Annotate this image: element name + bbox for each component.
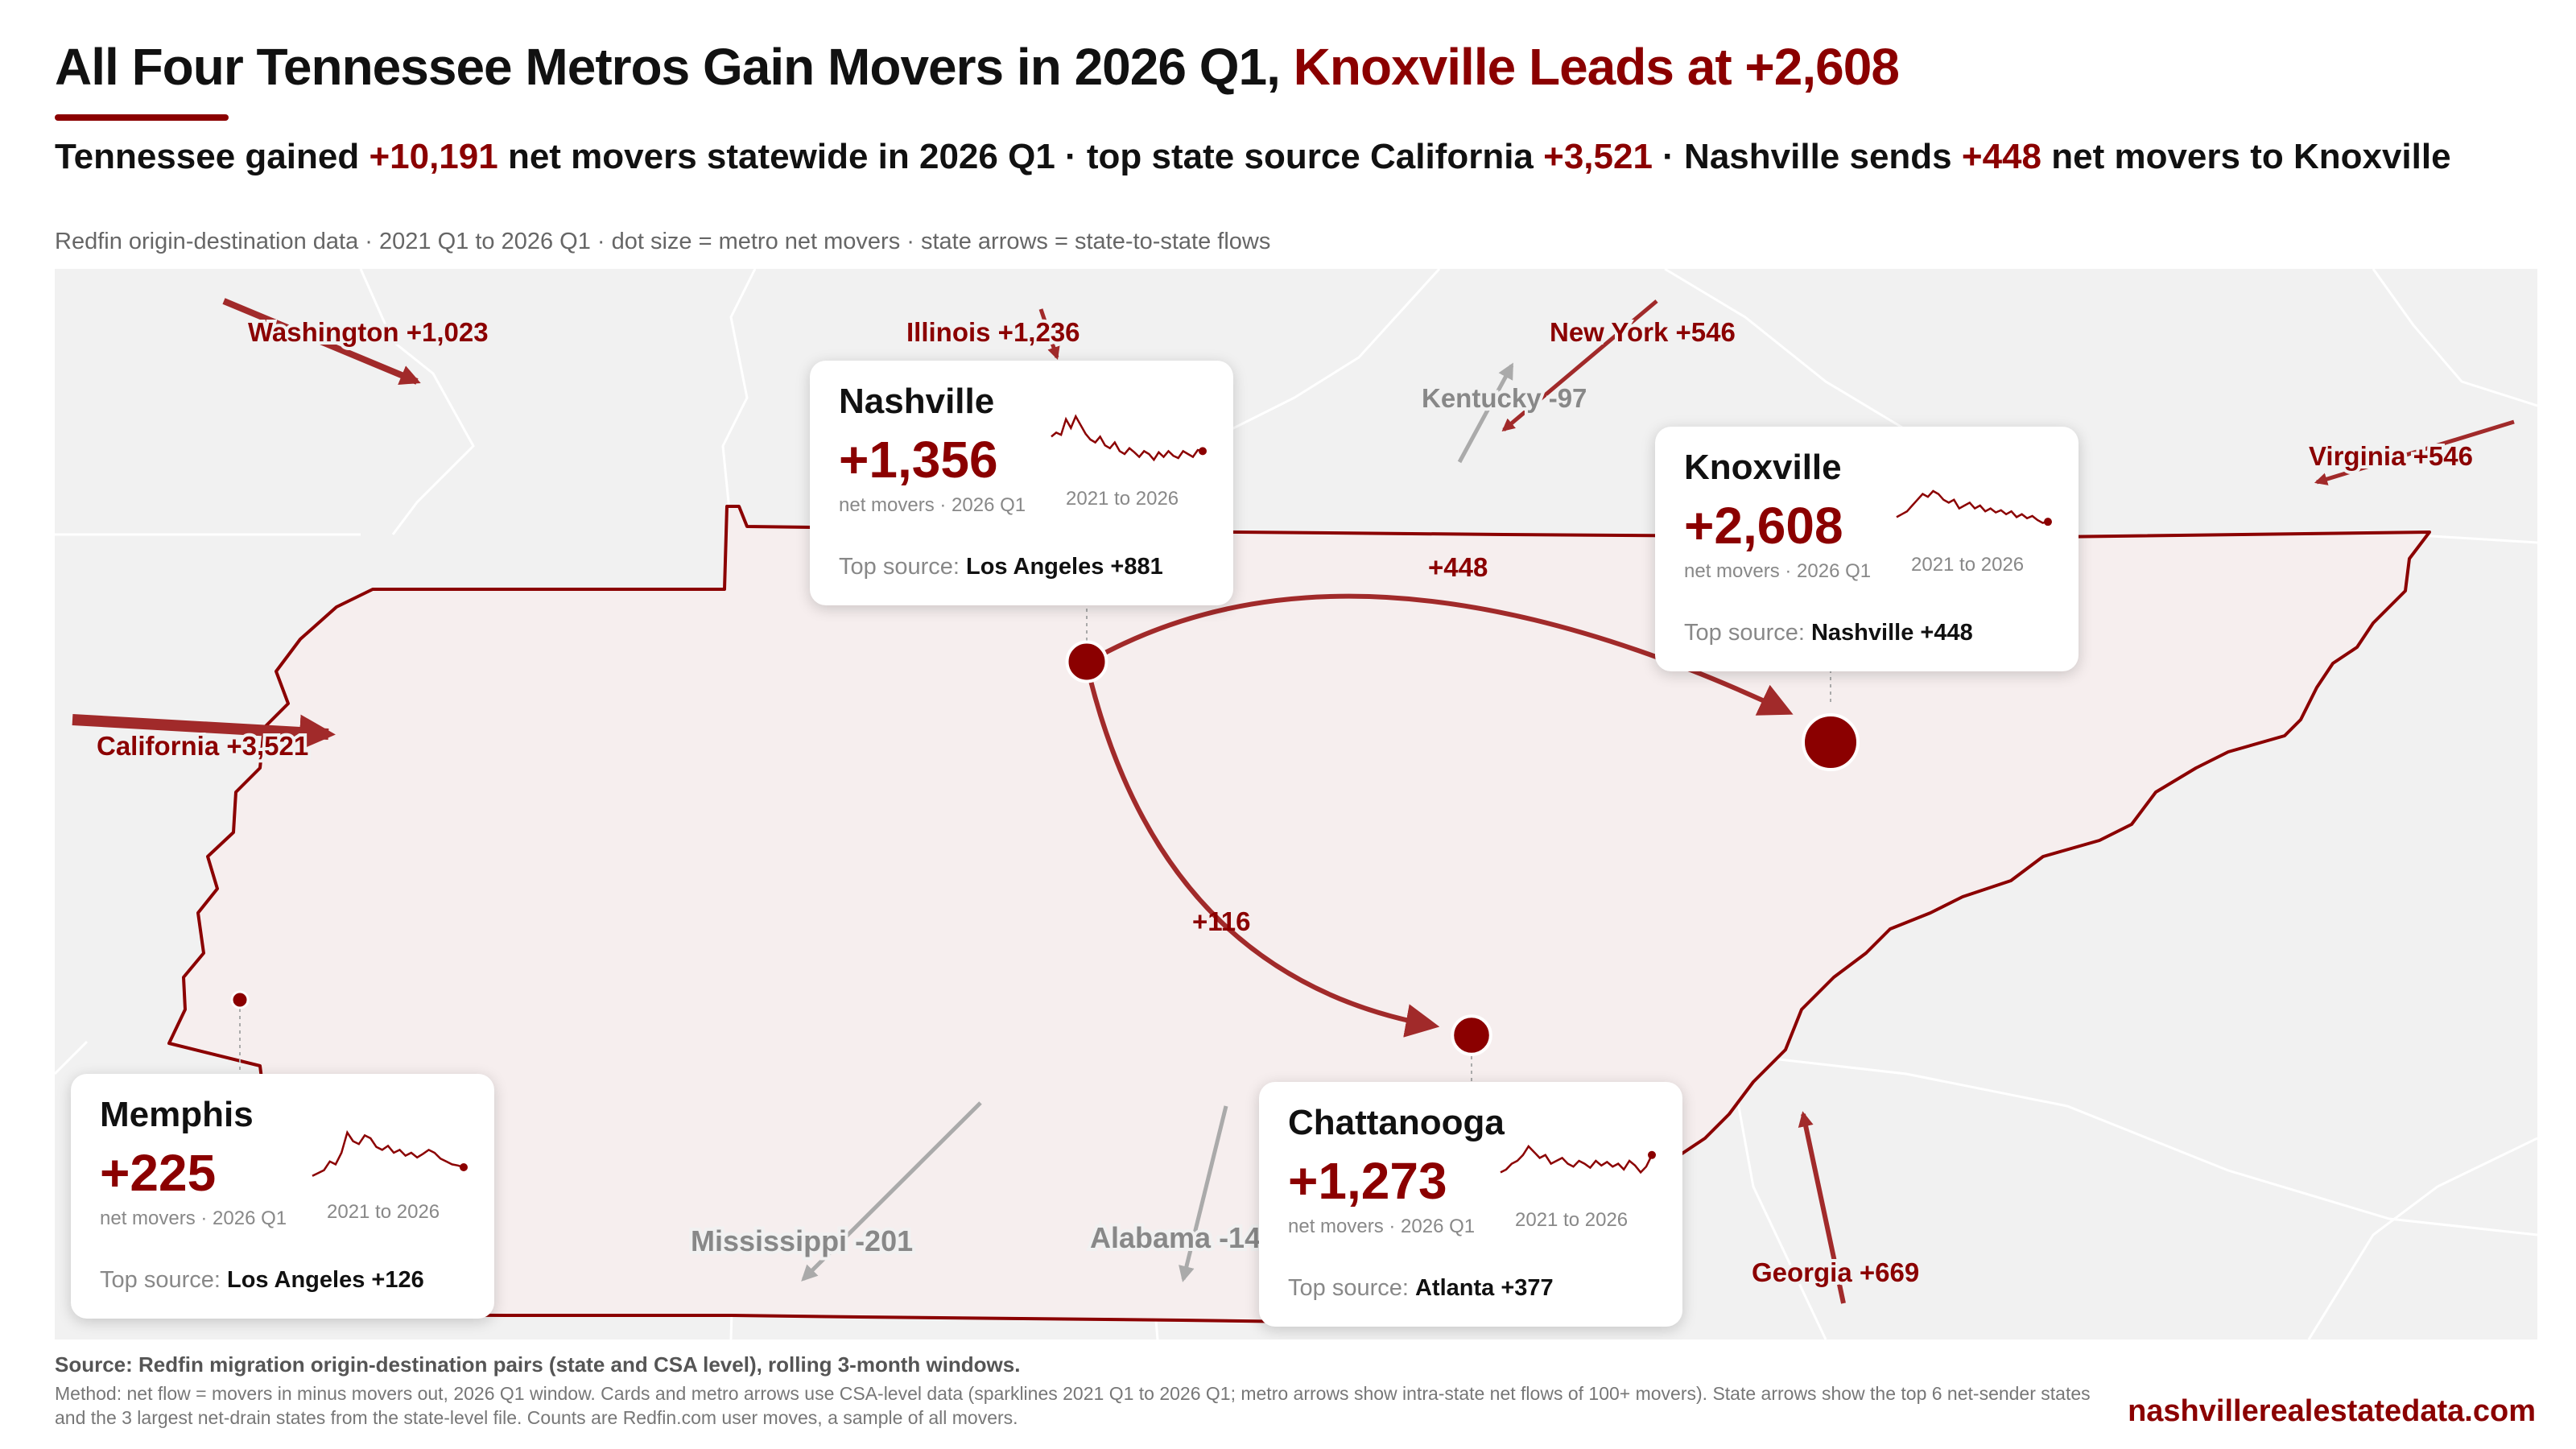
- metro-dot-chattanooga[interactable]: [1451, 1014, 1492, 1056]
- sparkline-period: 2021 to 2026: [327, 1201, 440, 1223]
- state-label-virginia: Virginia +546: [2309, 441, 2473, 471]
- metro-net-movers: +1,356: [839, 431, 998, 489]
- sparkline-path: [1500, 1144, 1653, 1174]
- sparkline-period: 2021 to 2026: [1911, 554, 2025, 576]
- subtitle-value-2: +3,521: [1543, 137, 1653, 176]
- sparkline-end-dot: [1648, 1150, 1656, 1159]
- metro-net-movers: +1,273: [1288, 1152, 1447, 1210]
- metro-value-caption: net movers · 2026 Q1: [1288, 1216, 1476, 1237]
- map-canvas: Washington +1,023 Illinois +1,236 New Yo…: [55, 269, 2537, 1340]
- top-source: Top source: Los Angeles +126: [100, 1267, 424, 1294]
- title-accent: Knoxville Leads at +2,608: [1293, 38, 1900, 96]
- state-arrow-illinois: [1038, 308, 1060, 361]
- sparkline-end-dot: [2044, 518, 2052, 526]
- site-credit[interactable]: nashvillerealestatedata.com: [2128, 1394, 2536, 1428]
- metro-name: Memphis: [100, 1095, 254, 1134]
- metro-value-caption: net movers · 2026 Q1: [100, 1208, 287, 1229]
- top-source-label: Top source:: [100, 1267, 221, 1293]
- state-label-alabama: Alabama -149: [1090, 1221, 1277, 1254]
- metro-dot-knoxville[interactable]: [1802, 713, 1860, 771]
- top-source-value: Los Angeles +881: [965, 554, 1163, 580]
- metro-dot-nashville[interactable]: [1065, 640, 1108, 683]
- footer-source: Source: Redfin migration origin-destinat…: [55, 1352, 1021, 1377]
- state-arrow-washington: [222, 298, 421, 385]
- metro-dots: [230, 640, 1860, 1056]
- metro-value-caption: net movers · 2026 Q1: [1684, 560, 1872, 582]
- subtitle-part-4: net movers to Knoxville: [2041, 137, 2451, 176]
- state-label-washington: Washington +1,023: [248, 317, 489, 347]
- state-arrows: [72, 298, 2515, 1304]
- metro-name: Chattanooga: [1288, 1103, 1505, 1142]
- metro-value-caption: net movers · 2026 Q1: [839, 494, 1026, 516]
- subtitle-value-1: +10,191: [369, 137, 498, 176]
- state-arrow-california: [72, 714, 336, 751]
- title-main: All Four Tennessee Metros Gain Movers in…: [55, 38, 1294, 96]
- state-arrow-virginia: [2314, 419, 2515, 485]
- state-label-kentucky: Kentucky -97: [1422, 383, 1587, 413]
- top-source-value: Los Angeles +126: [226, 1267, 424, 1293]
- metro-arrow-label-chattanooga: +116: [1192, 906, 1251, 936]
- subtitle-part-2: net movers statewide in 2026 Q1 · top st…: [497, 137, 1544, 176]
- sparkline: [312, 1129, 468, 1177]
- sparkline-period: 2021 to 2026: [1515, 1209, 1629, 1231]
- sparkline-path: [1896, 489, 2049, 524]
- state-arrow-new-york: [1501, 299, 1658, 432]
- sparkline: [1896, 489, 2052, 526]
- state-label-illinois: Illinois +1,236: [906, 317, 1080, 347]
- footer-method: Method: net flow = movers in minus mover…: [55, 1383, 2091, 1428]
- state-label-mississippi: Mississippi -201: [691, 1224, 913, 1257]
- sparkline-end-dot: [1199, 447, 1207, 456]
- sparkline: [1500, 1144, 1656, 1174]
- sparkline-end-dot: [460, 1163, 468, 1171]
- state-arrow-alabama: [1179, 1105, 1228, 1282]
- metro-arrow-nashville-chattanooga: [1088, 677, 1440, 1038]
- sparkline-period: 2021 to 2026: [1066, 488, 1179, 510]
- metro-dot-memphis[interactable]: [230, 990, 250, 1009]
- top-source-value: Nashville +448: [1810, 620, 1973, 646]
- top-source-value: Atlanta +377: [1414, 1275, 1554, 1301]
- state-arrow-mississippi: [801, 1101, 982, 1282]
- state-label-georgia: Georgia +669: [1752, 1257, 1919, 1287]
- metro-name: Nashville: [839, 382, 995, 421]
- state-arrow-kentucky: [1457, 362, 1514, 464]
- metro-name: Knoxville: [1684, 448, 1842, 487]
- data-note: Redfin origin-destination data · 2021 Q1…: [55, 229, 1271, 254]
- chart-title: All Four Tennessee Metros Gain Movers in…: [55, 37, 1900, 97]
- metro-card-memphis[interactable]: Memphis +225 net movers · 2026 Q1 2021 t…: [71, 1074, 494, 1319]
- subtitle-part-3: · Nashville sends: [1652, 137, 1962, 176]
- top-source: Top source: Atlanta +377: [1288, 1275, 1554, 1302]
- metro-card-nashville[interactable]: Nashville +1,356 net movers · 2026 Q1 20…: [810, 361, 1233, 605]
- metro-net-movers: +2,608: [1684, 497, 1843, 555]
- metro-arrow-label-knoxville: +448: [1428, 552, 1488, 582]
- sparkline-path: [1051, 414, 1203, 462]
- top-source-label: Top source:: [1288, 1275, 1409, 1301]
- state-arrow-georgia: [1798, 1111, 1846, 1304]
- top-source-label: Top source:: [839, 554, 960, 580]
- title-underline: [55, 114, 229, 121]
- map-panel: Washington +1,023 Illinois +1,236 New Yo…: [55, 269, 2537, 1340]
- tennessee-outline: [167, 505, 2431, 1325]
- metro-card-knoxville[interactable]: Knoxville +2,608 net movers · 2026 Q1 20…: [1655, 427, 2079, 671]
- state-label-california: California +3,521: [97, 731, 308, 761]
- metro-net-movers: +225: [100, 1144, 217, 1202]
- top-source-label: Top source:: [1684, 620, 1805, 646]
- metro-card-chattanooga[interactable]: Chattanooga +1,273 net movers · 2026 Q1 …: [1259, 1082, 1682, 1327]
- state-labels: Washington +1,023 Illinois +1,236 New Yo…: [93, 314, 2476, 1290]
- sparkline: [1051, 414, 1207, 462]
- subtitle-part-1: Tennessee gained: [55, 137, 369, 176]
- subtitle: Tennessee gained +10,191 net movers stat…: [55, 135, 2518, 179]
- top-source: Top source: Nashville +448: [1684, 620, 1973, 646]
- sparkline-path: [312, 1129, 464, 1177]
- top-source: Top source: Los Angeles +881: [839, 554, 1163, 580]
- subtitle-value-3: +448: [1961, 137, 2041, 176]
- state-label-new-york: New York +546: [1550, 317, 1736, 347]
